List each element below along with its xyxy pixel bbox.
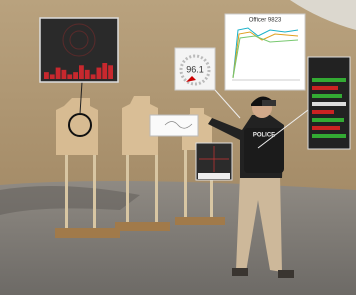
histogram-bar [79,65,84,79]
crosshair-panel [196,143,232,180]
gauge-panel: 96.1 [175,48,215,90]
stats-panel [308,57,350,149]
histogram-bar [67,74,72,79]
histogram-bar [62,70,67,79]
scene: POLICE 96.1 Officer 9823 [0,0,356,295]
histogram-bar [50,74,55,79]
gauge-value: 96.1 [186,64,204,74]
histogram-bar [85,70,90,79]
histogram-bar [102,63,107,79]
chart-title: Officer 9823 [249,18,282,24]
histogram-bar [108,65,113,79]
histogram-bar [44,72,49,79]
histogram-bar [97,68,102,79]
histogram-bar [73,72,78,79]
histogram-bar [56,68,61,79]
target-panel [40,18,118,82]
histogram-bar [91,74,96,79]
info-panel [150,115,198,136]
line-chart-panel: Officer 9823 [225,14,305,90]
